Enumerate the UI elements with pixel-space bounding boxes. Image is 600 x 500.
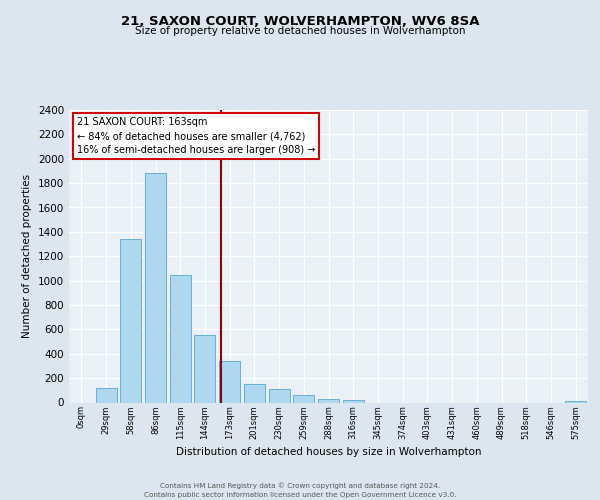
- Bar: [343, 400, 364, 402]
- Bar: [95, 388, 116, 402]
- Text: 21, SAXON COURT, WOLVERHAMPTON, WV6 8SA: 21, SAXON COURT, WOLVERHAMPTON, WV6 8SA: [121, 15, 479, 28]
- Bar: [120, 239, 141, 402]
- Y-axis label: Number of detached properties: Number of detached properties: [22, 174, 32, 338]
- Text: Size of property relative to detached houses in Wolverhampton: Size of property relative to detached ho…: [135, 26, 465, 36]
- Text: 21 SAXON COURT: 163sqm
← 84% of detached houses are smaller (4,762)
16% of semi-: 21 SAXON COURT: 163sqm ← 84% of detached…: [77, 118, 315, 156]
- Bar: [194, 336, 215, 402]
- Bar: [244, 384, 265, 402]
- Bar: [318, 399, 339, 402]
- Bar: [170, 274, 191, 402]
- Bar: [219, 361, 240, 403]
- Text: Contains HM Land Registry data © Crown copyright and database right 2024.: Contains HM Land Registry data © Crown c…: [160, 482, 440, 489]
- Bar: [293, 395, 314, 402]
- X-axis label: Distribution of detached houses by size in Wolverhampton: Distribution of detached houses by size …: [176, 448, 481, 458]
- Bar: [269, 389, 290, 402]
- Bar: [145, 174, 166, 402]
- Text: Contains public sector information licensed under the Open Government Licence v3: Contains public sector information licen…: [144, 492, 456, 498]
